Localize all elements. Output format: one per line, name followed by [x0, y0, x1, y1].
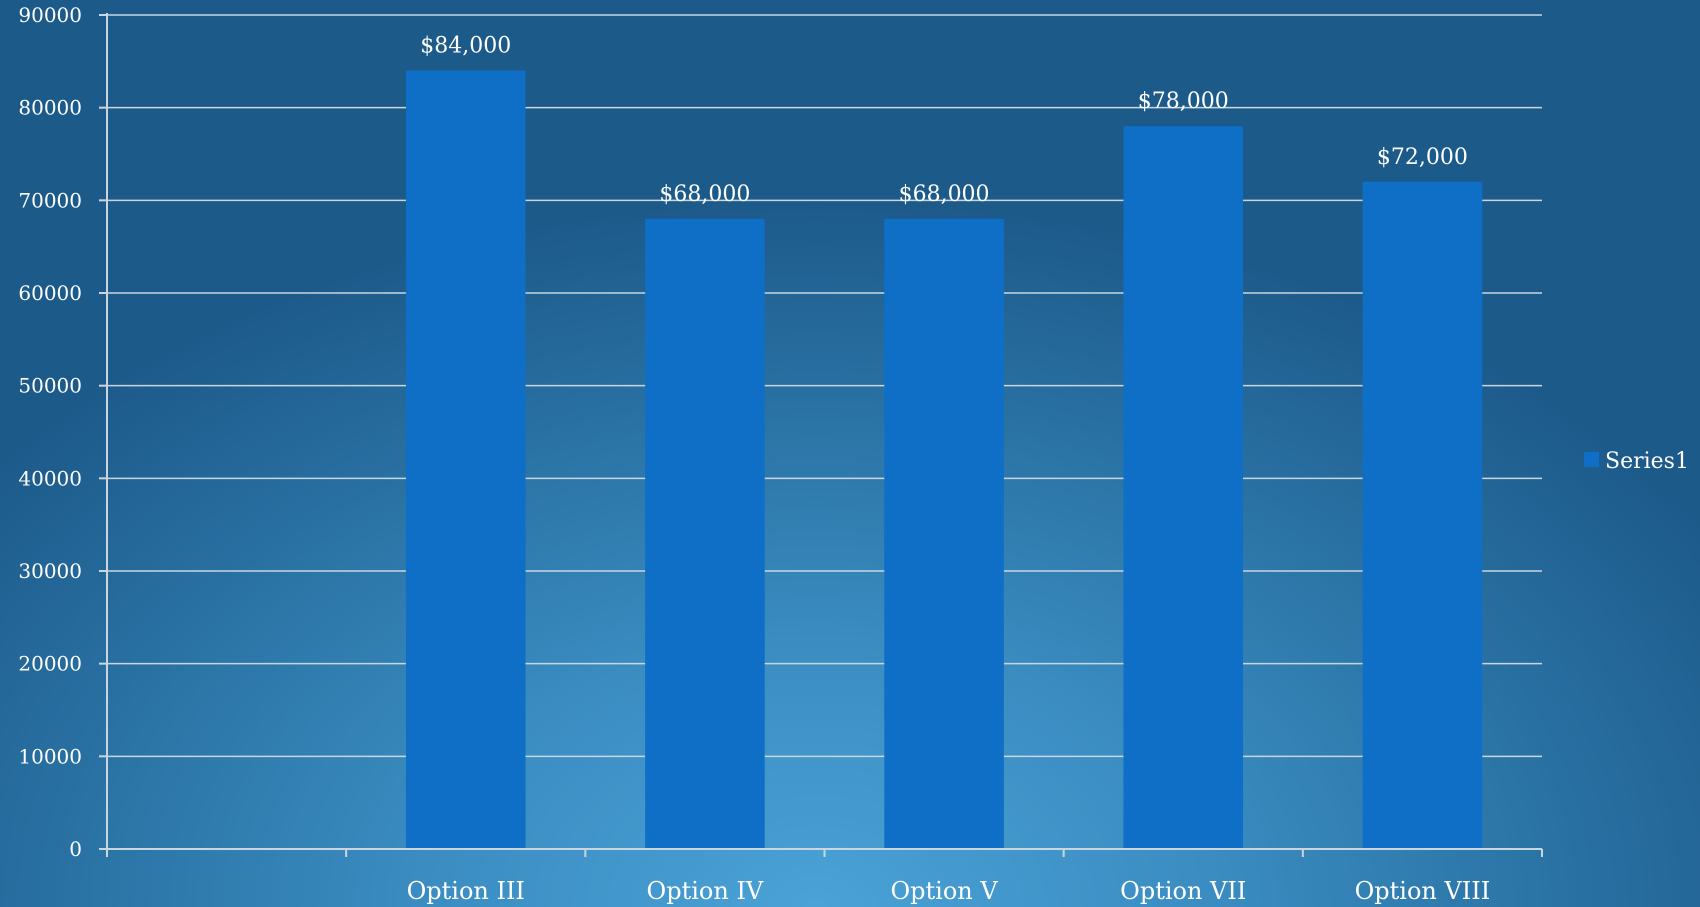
y-tick-label: 0 — [69, 837, 82, 861]
data-label: $78,000 — [1138, 89, 1229, 114]
bar-option-vii — [1123, 126, 1244, 849]
legend-label: Series1 — [1605, 449, 1689, 474]
y-tick-label: 70000 — [18, 188, 82, 212]
bar-option-viii — [1362, 181, 1483, 850]
bar-option-iv — [645, 218, 765, 849]
data-label: $68,000 — [899, 182, 990, 207]
data-label: $84,000 — [420, 34, 511, 59]
x-tick-label: Option VII — [1120, 877, 1246, 905]
y-tick-label: 30000 — [18, 559, 82, 583]
x-tick-label: Option V — [890, 877, 998, 905]
bar-option-iii — [405, 70, 526, 850]
y-tick-label: 40000 — [18, 466, 82, 490]
y-tick-label: 90000 — [18, 3, 82, 27]
x-tick-label: Option IV — [647, 877, 764, 905]
y-tick-label: 80000 — [18, 96, 82, 120]
x-tick-label: Option III — [407, 877, 525, 905]
y-tick-label: 20000 — [18, 652, 82, 676]
y-tick-label: 10000 — [18, 744, 82, 768]
y-tick-label: 50000 — [18, 374, 82, 398]
bars — [405, 70, 1483, 850]
x-tick-label: Option VIII — [1355, 877, 1491, 905]
data-label: $72,000 — [1377, 145, 1468, 170]
legend: Series1 — [1584, 449, 1689, 474]
bar-option-v — [884, 218, 1004, 849]
data-label: $68,000 — [659, 182, 750, 207]
axes: 0 10000 20000 30000 40000 50000 60000 70000 8000… — [18, 3, 1543, 905]
data-labels: $84,000 $68,000 $68,000 $78,000 $72,000 — [420, 34, 1468, 207]
legend-swatch — [1584, 452, 1599, 467]
y-tick-label: 60000 — [18, 281, 82, 305]
gridlines — [107, 14, 1542, 758]
